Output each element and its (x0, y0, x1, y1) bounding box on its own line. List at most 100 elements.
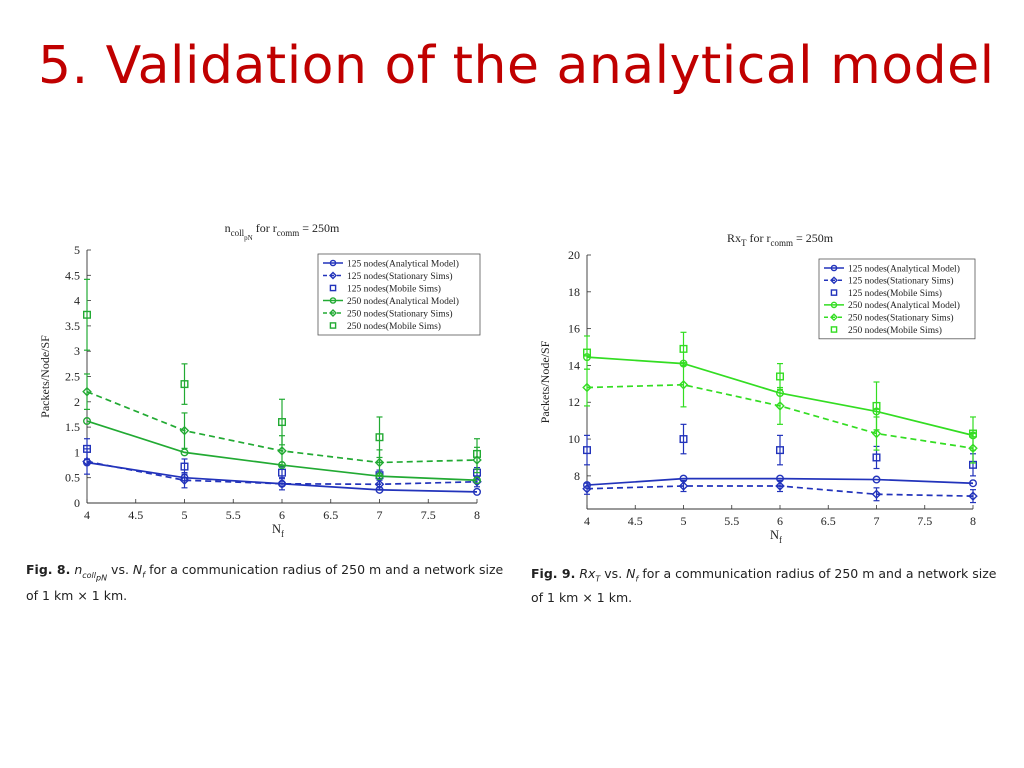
y-tick-label: 5 (74, 243, 80, 257)
y-tick-label: 8 (574, 469, 580, 483)
circle-marker (969, 479, 978, 488)
diamond-marker (82, 386, 92, 397)
series (582, 479, 978, 504)
legend-entry: 125 nodes(Analytical Model) (848, 263, 960, 274)
square-marker (473, 449, 482, 458)
circle-marker (329, 297, 337, 304)
legend-entry: 250 nodes(Mobile Sims) (848, 325, 942, 336)
caption-symbol: n (74, 562, 83, 577)
square-marker (278, 468, 287, 477)
y-tick-label: 16 (568, 322, 580, 336)
square-marker (969, 429, 978, 438)
legend-box (818, 258, 976, 340)
diamond-marker (968, 491, 978, 501)
caption-text: for a communication radius of 250 m and … (26, 562, 504, 604)
x-tick-label: 7 (377, 508, 383, 522)
figure-9-caption: Fig. 9. RxT vs. Nf for a communication r… (531, 565, 1001, 607)
y-tick-label: 0.5 (65, 471, 80, 485)
x-tick-label: 5.5 (724, 514, 739, 528)
diamond-marker (775, 401, 785, 411)
chart-8-svg: 0 0.5 1 1.5 2 2.5 3 3.5 4 4.5 5 4 4.5 5 5.5 6 6.5 7 7.5 8 nc… (38, 221, 482, 539)
y-tick-label: 4 (74, 294, 80, 308)
legend-entry: 250 nodes(Analytical Model) (848, 300, 960, 311)
x-tick-label: 4.5 (128, 508, 143, 522)
caption-symbol: Rx (579, 566, 596, 581)
y-tick-label: 0 (74, 496, 80, 510)
caption-symbol-sub: coll (82, 570, 96, 580)
square-marker (679, 435, 688, 444)
diamond-marker (830, 313, 838, 322)
caption-fig-label: Fig. 9. (531, 566, 576, 581)
x-tick-label: 6.5 (821, 514, 836, 528)
square-marker (180, 462, 189, 471)
square-marker (583, 446, 592, 455)
diamond-marker (830, 276, 838, 285)
diamond-marker (179, 425, 190, 436)
figure-8-caption: Fig. 8. ncollpN vs. Nf for a communicati… (26, 561, 506, 605)
diamond-marker (374, 479, 385, 490)
diamond-marker (582, 382, 592, 393)
chart-title: RxT for rcomm = 250m (727, 231, 834, 248)
square-marker (375, 433, 384, 442)
caption-symbol-subsub: pN (96, 573, 108, 583)
legend-entry: 250 nodes(Analytical Model) (347, 296, 459, 307)
diamond-marker (374, 457, 385, 468)
y-tick-label: 2.5 (65, 370, 80, 384)
series (83, 278, 482, 470)
x-tick-label: 4 (84, 508, 90, 522)
square-marker (775, 446, 784, 455)
caption-variable: N (132, 562, 143, 577)
y-tick-label: 12 (568, 395, 580, 409)
caption-symbol-sub: T (595, 574, 601, 584)
chart-title: ncollpN for rcomm = 250m (225, 221, 340, 242)
circle-marker (473, 476, 482, 485)
diamond-marker (968, 443, 978, 454)
figure-9: 8 10 12 14 16 18 20 4 4.5 5 5.5 6 6.5 7 7.5 8 RxT for rc… (525, 222, 1000, 552)
circle-marker (830, 264, 838, 272)
diamond-marker (775, 481, 785, 491)
square-marker (83, 310, 92, 319)
circle-marker (473, 487, 482, 496)
x-tick-label: 6 (777, 514, 783, 528)
diamond-marker (678, 379, 689, 390)
legend-entry: 125 nodes(Mobile Sims) (848, 288, 942, 299)
diamond-marker (179, 475, 190, 486)
caption-variable-sub: f (142, 570, 146, 580)
diamond-marker (82, 456, 92, 467)
y-tick-label: 3.5 (65, 319, 80, 333)
y-tick-label: 3 (74, 344, 80, 358)
square-marker (872, 401, 881, 410)
caption-fig-label: Fig. 8. (26, 562, 71, 577)
caption-variable: N (626, 566, 636, 581)
legend-entry: 125 nodes(Stationary Sims) (848, 276, 954, 287)
series-line (586, 477, 974, 486)
y-axis-label: Packets/Node/SF (538, 340, 552, 423)
series (583, 331, 978, 451)
caption-vs: vs. (604, 566, 623, 581)
x-tick-label: 5 (681, 514, 687, 528)
legend-entry: 125 nodes(Mobile Sims) (347, 283, 441, 294)
y-tick-label: 10 (568, 432, 580, 446)
x-tick-label: 7 (874, 514, 880, 528)
x-tick-label: 6 (279, 508, 285, 522)
caption-vs: vs. (111, 562, 129, 577)
circle-marker (830, 301, 838, 309)
square-marker (329, 322, 337, 329)
square-marker (278, 418, 287, 427)
circle-marker (180, 448, 189, 457)
diamond-marker (329, 271, 337, 280)
y-tick-label: 18 (568, 285, 580, 299)
x-tick-label: 5 (182, 508, 188, 522)
chart-9-svg: 8 10 12 14 16 18 20 4 4.5 5 5.5 6 6.5 7 7.5 8 RxT for rc… (538, 231, 978, 545)
legend-entry: 125 nodes(Analytical Model) (347, 258, 459, 269)
square-marker (180, 380, 189, 389)
legend-entry: 250 nodes(Mobile Sims) (347, 321, 441, 332)
circle-marker (83, 417, 92, 426)
y-tick-label: 1.5 (65, 420, 80, 434)
x-axis-label: Nf (770, 528, 782, 545)
square-marker (872, 453, 881, 462)
diamond-marker (871, 489, 882, 500)
y-tick-label: 14 (568, 358, 580, 372)
y-tick-label: 20 (568, 248, 580, 262)
slide-title: 5. Validation of the analytical model (38, 36, 995, 96)
